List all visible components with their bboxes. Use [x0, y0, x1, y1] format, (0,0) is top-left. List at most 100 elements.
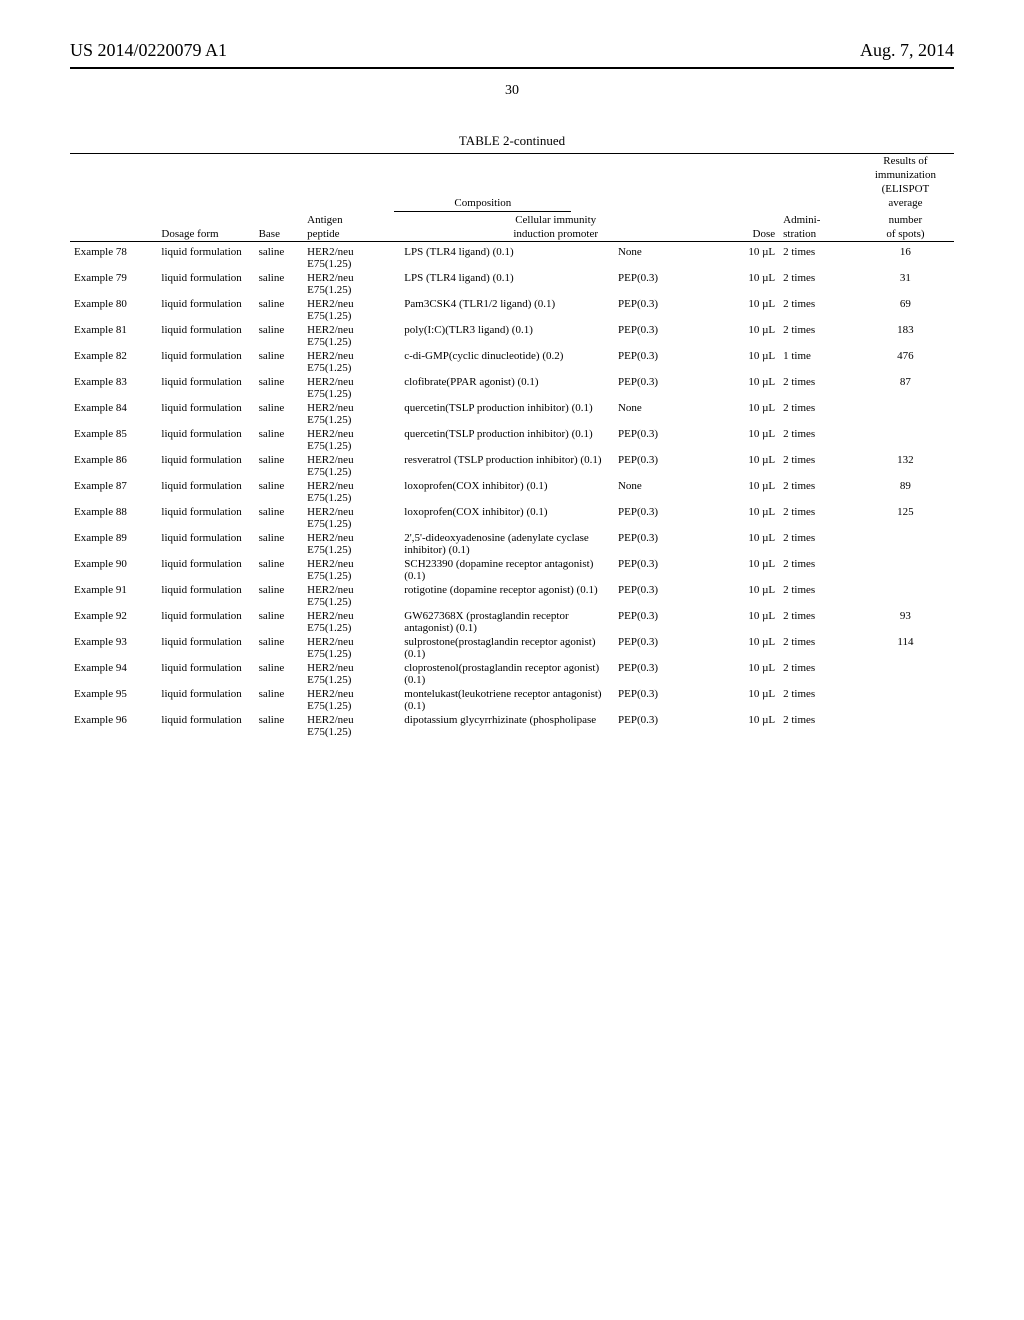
cell-admin: 2 times: [779, 635, 857, 661]
cell-dosage: liquid formulation: [157, 687, 254, 713]
cell-promoter: LPS (TLR4 ligand) (0.1): [400, 242, 614, 271]
cell-promoter: cloprostenol(prostaglandin receptor agon…: [400, 661, 614, 687]
cell-base: saline: [255, 323, 304, 349]
cell-promoter2: PEP(0.3): [614, 453, 711, 479]
table-row: Example 96liquid formulationsalineHER2/n…: [70, 713, 954, 739]
cell-antigen: HER2/neu E75(1.25): [303, 242, 400, 271]
cell-dosage: liquid formulation: [157, 479, 254, 505]
cell-promoter: rotigotine (dopamine receptor agonist) (…: [400, 583, 614, 609]
cell-antigen: HER2/neu E75(1.25): [303, 427, 400, 453]
table-row: Example 95liquid formulationsalineHER2/n…: [70, 687, 954, 713]
hdr-admin-top: Admini-: [779, 213, 857, 227]
cell-dose: 10 µL: [711, 583, 779, 609]
cell-example: Example 80: [70, 297, 157, 323]
hdr-results-l1: Results of: [857, 154, 954, 169]
cell-example: Example 90: [70, 557, 157, 583]
cell-admin: 2 times: [779, 531, 857, 557]
cell-antigen: HER2/neu E75(1.25): [303, 479, 400, 505]
cell-dosage: liquid formulation: [157, 635, 254, 661]
hdr-results-l3: (ELISPOT: [857, 182, 954, 196]
cell-result: 89: [857, 479, 954, 505]
cell-antigen: HER2/neu E75(1.25): [303, 323, 400, 349]
cell-result: 183: [857, 323, 954, 349]
cell-dose: 10 µL: [711, 401, 779, 427]
cell-admin: 2 times: [779, 713, 857, 739]
cell-base: saline: [255, 349, 304, 375]
cell-dose: 10 µL: [711, 505, 779, 531]
table-row: Example 84liquid formulationsalineHER2/n…: [70, 401, 954, 427]
cell-dosage: liquid formulation: [157, 557, 254, 583]
cell-promoter2: None: [614, 242, 711, 271]
page: US 2014/0220079 A1 Aug. 7, 2014 30 TABLE…: [0, 0, 1024, 1320]
hdr-composition-group: Composition: [255, 196, 712, 213]
cell-antigen: HER2/neu E75(1.25): [303, 713, 400, 739]
cell-antigen: HER2/neu E75(1.25): [303, 531, 400, 557]
cell-dosage: liquid formulation: [157, 531, 254, 557]
cell-admin: 2 times: [779, 687, 857, 713]
cell-result: 132: [857, 453, 954, 479]
cell-result: [857, 401, 954, 427]
cell-dose: 10 µL: [711, 297, 779, 323]
cell-example: Example 96: [70, 713, 157, 739]
cell-dose: 10 µL: [711, 453, 779, 479]
cell-promoter: poly(I:C)(TLR3 ligand) (0.1): [400, 323, 614, 349]
cell-example: Example 88: [70, 505, 157, 531]
cell-base: saline: [255, 297, 304, 323]
cell-result: [857, 661, 954, 687]
table-row: Example 90liquid formulationsalineHER2/n…: [70, 557, 954, 583]
cell-promoter: dipotassium glycyrrhizinate (phospholipa…: [400, 713, 614, 739]
cell-antigen: HER2/neu E75(1.25): [303, 609, 400, 635]
cell-dose: 10 µL: [711, 531, 779, 557]
cell-promoter: Pam3CSK4 (TLR1/2 ligand) (0.1): [400, 297, 614, 323]
cell-base: saline: [255, 635, 304, 661]
cell-dose: 10 µL: [711, 375, 779, 401]
table-row: Example 88liquid formulationsalineHER2/n…: [70, 505, 954, 531]
table-row: Example 81liquid formulationsalineHER2/n…: [70, 323, 954, 349]
cell-result: [857, 687, 954, 713]
cell-base: saline: [255, 242, 304, 271]
cell-dosage: liquid formulation: [157, 583, 254, 609]
cell-base: saline: [255, 453, 304, 479]
cell-dosage: liquid formulation: [157, 271, 254, 297]
cell-promoter2: PEP(0.3): [614, 375, 711, 401]
cell-example: Example 87: [70, 479, 157, 505]
cell-dosage: liquid formulation: [157, 505, 254, 531]
cell-promoter2: PEP(0.3): [614, 583, 711, 609]
cell-promoter: SCH23390 (dopamine receptor antagonist) …: [400, 557, 614, 583]
cell-promoter: quercetin(TSLP production inhibitor) (0.…: [400, 401, 614, 427]
hdr-results-l6: of spots): [857, 227, 954, 242]
cell-example: Example 94: [70, 661, 157, 687]
cell-example: Example 79: [70, 271, 157, 297]
cell-dosage: liquid formulation: [157, 609, 254, 635]
cell-antigen: HER2/neu E75(1.25): [303, 505, 400, 531]
cell-example: Example 86: [70, 453, 157, 479]
cell-promoter: c-di-GMP(cyclic dinucleotide) (0.2): [400, 349, 614, 375]
page-header: US 2014/0220079 A1 Aug. 7, 2014: [70, 40, 954, 61]
hdr-cellular-bot: induction promoter: [400, 227, 711, 242]
cell-result: 87: [857, 375, 954, 401]
cell-dose: 10 µL: [711, 635, 779, 661]
cell-promoter: montelukast(leukotriene receptor antagon…: [400, 687, 614, 713]
cell-promoter2: PEP(0.3): [614, 557, 711, 583]
patent-number: US 2014/0220079 A1: [70, 40, 227, 61]
table-row: Example 83liquid formulationsalineHER2/n…: [70, 375, 954, 401]
cell-promoter: resveratrol (TSLP production inhibitor) …: [400, 453, 614, 479]
hdr-antigen-bot: peptide: [303, 227, 400, 242]
table-caption: TABLE 2-continued: [70, 133, 954, 149]
table-row: Example 92liquid formulationsalineHER2/n…: [70, 609, 954, 635]
cell-admin: 2 times: [779, 427, 857, 453]
cell-result: [857, 583, 954, 609]
cell-admin: 2 times: [779, 557, 857, 583]
cell-antigen: HER2/neu E75(1.25): [303, 271, 400, 297]
cell-dose: 10 µL: [711, 271, 779, 297]
table-row: Example 80liquid formulationsalineHER2/n…: [70, 297, 954, 323]
cell-dosage: liquid formulation: [157, 323, 254, 349]
cell-antigen: HER2/neu E75(1.25): [303, 583, 400, 609]
cell-admin: 2 times: [779, 479, 857, 505]
cell-example: Example 82: [70, 349, 157, 375]
cell-base: saline: [255, 583, 304, 609]
cell-promoter: LPS (TLR4 ligand) (0.1): [400, 271, 614, 297]
cell-admin: 1 time: [779, 349, 857, 375]
hdr-results-l2: immunization: [857, 168, 954, 182]
cell-base: saline: [255, 609, 304, 635]
